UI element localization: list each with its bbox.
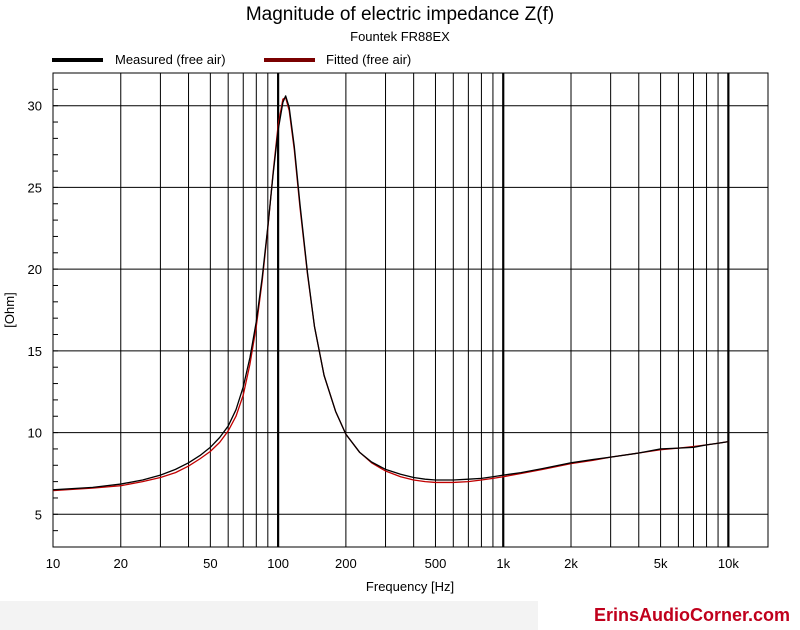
legend-label-fitted: Fitted (free air) [326,52,411,67]
impedance-chart: Magnitude of electric impedance Z(f) Fou… [2,4,769,594]
legend: Measured (free air) Fitted (free air) [52,52,411,67]
x-tick-label: 500 [425,556,447,571]
x-tick-label: 5k [654,556,668,571]
x-tick-label: 50 [203,556,217,571]
x-tick-label: 200 [335,556,357,571]
x-tick-label: 20 [114,556,128,571]
y-axis-label: [Ohm] [2,292,17,327]
x-tick-label: 2k [564,556,578,571]
chart-title: Magnitude of electric impedance Z(f) [246,4,554,25]
x-tick-label: 10 [46,556,60,571]
y-tick-label: 25 [28,180,42,195]
y-tick-label: 20 [28,262,42,277]
y-tick-label: 5 [35,507,42,522]
grid [52,72,768,548]
x-tick-label: 10k [718,556,739,571]
y-tick-label: 30 [28,99,42,114]
y-tick-label: 15 [28,344,42,359]
x-tick-labels: 10 20 50 100 200 500 1k 2k 5k 10k [46,556,740,571]
series-layer [52,95,729,492]
x-axis-label: Frequency [Hz] [366,579,454,594]
y-tick-labels: 5 10 15 20 25 30 [28,99,42,523]
legend-label-measured: Measured (free air) [115,52,226,67]
chart-subtitle: Fountek FR88EX [350,29,450,44]
x-tick-label: 100 [267,556,289,571]
series-line-measured [52,95,729,491]
x-tick-label: 1k [496,556,510,571]
watermark-logo: ErinsAudioCorner.com [538,601,800,630]
y-tick-label: 10 [28,426,42,441]
